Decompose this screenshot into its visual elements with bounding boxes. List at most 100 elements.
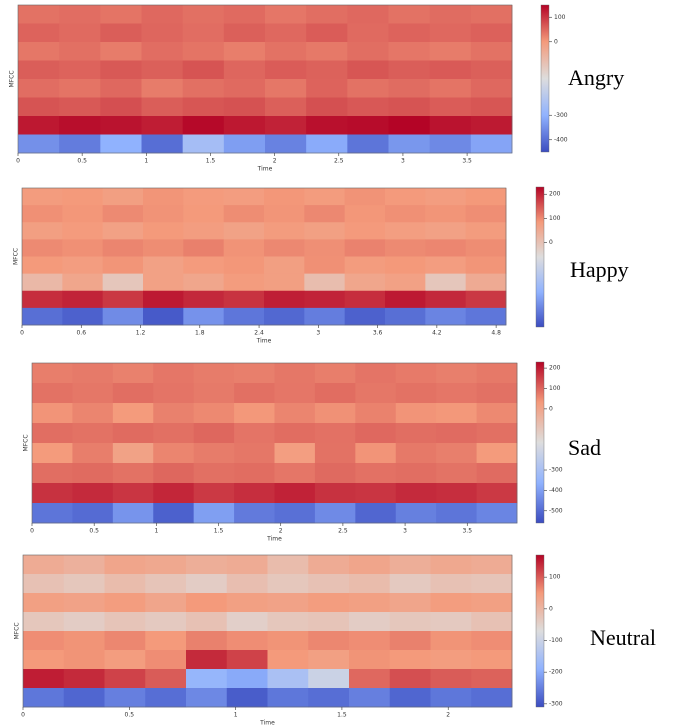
heatmap-cell [112,423,154,444]
heatmap-cell [265,42,307,61]
heatmap-cell [223,188,265,206]
heatmap-cell [274,403,316,424]
heatmap-cell [389,650,431,670]
heatmap-cell [18,23,60,43]
heatmap-cell [274,423,316,444]
heatmap-cell [104,688,146,708]
x-axis-label: Time [257,166,273,173]
heatmap-cell [223,307,265,326]
heatmap-cell [306,134,348,154]
heatmap-cell [308,631,350,651]
colorbar-tick-label: 0 [554,38,558,45]
heatmap-cell [265,5,307,24]
heatmap-cell [344,239,386,257]
heatmap-cell [385,222,426,240]
heatmap-cell [306,60,348,80]
heatmap-cell [145,650,187,670]
heatmap-cell [23,631,65,651]
heatmap-cell [112,363,154,384]
heatmap-cell [223,256,265,275]
heatmap-cell [100,23,142,43]
colorbar-tick-label: 100 [549,215,561,222]
heatmap-cell [465,273,507,292]
heatmap-cell [226,593,268,613]
heatmap-cell [100,79,142,98]
heatmap-cell [308,669,350,689]
heatmap-cell [308,650,350,670]
heatmap-cell [388,116,431,135]
heatmap-cell [267,612,309,632]
heatmap-cell [186,631,228,651]
heatmap-cell [344,188,386,206]
chart-panel: 0 0.5 1 1.5 2 Time MFCC 100 0 -100 -200 -300 Neutral [14,554,656,725]
heatmap-cell [226,555,268,575]
x-tick-label: 1 [234,712,238,719]
heatmap-cell [226,688,268,708]
heatmap-cell [62,222,104,240]
heatmap-cell [430,574,472,594]
heatmap-cell [72,463,114,484]
heatmap-cell [141,116,184,135]
heatmap-cell [267,688,309,708]
heatmap-cell [193,383,235,404]
heatmap-cell [264,307,305,326]
heatmap-cell [274,363,316,384]
heatmap-cell [349,669,391,689]
heatmap-cell [234,503,275,524]
heatmap-cell [429,97,472,117]
heatmap-cell [425,256,467,275]
emotion-label: Neutral [590,625,656,650]
heatmap-cell [22,273,63,292]
x-tick-label: 2 [273,158,277,165]
heatmap-cell [347,116,389,135]
heatmap-cell [18,5,60,24]
heatmap-cell [186,574,228,594]
heatmap-cell [141,42,184,61]
heatmap-cell [349,574,391,594]
heatmap-cell [223,60,266,80]
heatmap-cell [304,188,346,206]
heatmap-cell [223,116,266,135]
heatmap-cell [264,188,305,206]
heatmap-cell [306,97,348,117]
heatmap-cell [223,42,266,61]
x-tick-label: 2 [446,712,450,719]
heatmap-cell [265,134,307,154]
heatmap-cell [355,443,397,464]
heatmap-cell [465,222,507,240]
heatmap-cell [429,60,472,80]
heatmap-cell [143,222,184,240]
heatmap-cell [145,574,187,594]
heatmap-cell [314,483,356,504]
heatmap-cell [226,631,268,651]
heatmap-cell [314,423,356,444]
heatmap-cell [22,239,63,257]
heatmap-cell [193,463,235,484]
colorbar-tick-label: -400 [554,136,568,143]
chart-panel: 0 0.5 1 1.5 2 2.5 3 3.5 Time MFCC 200 100 0 -300 -400 -… [23,361,601,543]
heatmap-cell [308,555,350,575]
heatmap-cell [223,79,266,98]
heatmap-cell [306,42,348,61]
heatmap-cell [471,688,513,708]
heatmap-cell [344,290,386,309]
heatmap-cell [430,593,472,613]
heatmap-cell [385,273,426,292]
heatmap-cell [62,290,104,309]
chart-panel: 0 0.5 1 1.5 2 2.5 3 3.5 Time MFCC 100 0 -300 -400 Angr… [9,4,624,173]
heatmap-cell [274,463,316,484]
heatmap-cell [470,97,513,117]
x-tick-label: 2.4 [254,330,264,337]
heatmap-cell [264,205,305,223]
heatmap-cell [389,574,431,594]
heatmap-cell [63,574,105,594]
heatmap-cell [304,205,346,223]
heatmap-cell [226,574,268,594]
heatmap-cell [349,612,391,632]
heatmap-cell [385,290,426,309]
heatmap-cell [62,205,104,223]
heatmap-cell [23,669,65,689]
heatmap-cell [470,42,513,61]
heatmap-cell [395,503,437,524]
heatmap-cell [59,23,101,43]
